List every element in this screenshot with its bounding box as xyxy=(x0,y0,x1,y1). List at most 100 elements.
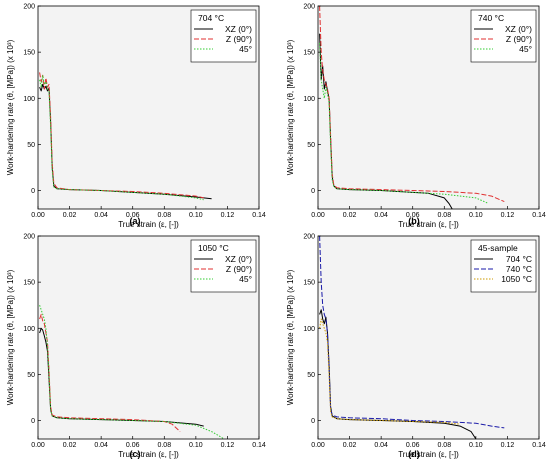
y-axis-label: Work-hardening rate (θ, [MPa]) (x 10³) xyxy=(6,269,15,405)
legend-entry: Z (90°) xyxy=(226,34,252,44)
legend: 1050 °CXZ (0°)Z (90°)45° xyxy=(190,239,257,293)
series-line-3 xyxy=(39,305,225,440)
x-tick-label: 0.12 xyxy=(221,442,235,449)
x-tick-label: 0.14 xyxy=(532,212,546,219)
y-tick-label: 0 xyxy=(311,188,315,195)
y-tick-label: 0 xyxy=(31,188,35,195)
x-tick-label: 0.02 xyxy=(343,212,357,219)
x-tick-label: 0.12 xyxy=(501,212,515,219)
x-tick-label: 0.06 xyxy=(406,442,420,449)
y-tick-label: 150 xyxy=(303,280,315,287)
series-line-3 xyxy=(319,42,489,204)
legend-entry: 740 °C xyxy=(506,264,532,274)
legend-entry: XZ (0°) xyxy=(225,254,252,264)
x-tick-label: 0.04 xyxy=(94,212,108,219)
chart-panel-b: 0.00 0.02 0.04 0.06 0.08 0.10 0.12 0.14 0 50 100 15… xyxy=(286,4,546,230)
x-tick-label: 0.04 xyxy=(374,212,388,219)
y-tick-label: 200 xyxy=(303,4,315,11)
chart-panel-d: 0.00 0.02 0.04 0.06 0.08 0.10 0.12 0.14 0 50 100 15… xyxy=(286,234,546,460)
x-tick-label: 0.10 xyxy=(189,442,203,449)
y-tick-label: 150 xyxy=(23,280,35,287)
chart-panel-a: 0.00 0.02 0.04 0.06 0.08 0.10 0.12 0.14 0 50 100 15… xyxy=(6,4,266,230)
legend-entry: XZ (0°) xyxy=(505,24,532,34)
y-tick-label: 0 xyxy=(311,418,315,425)
x-tick-label: 0.12 xyxy=(501,442,515,449)
y-tick-label: 150 xyxy=(23,50,35,57)
legend-box xyxy=(470,9,537,63)
y-tick-label: 200 xyxy=(23,234,35,241)
y-tick-label: 150 xyxy=(303,50,315,57)
x-tick-label: 0.06 xyxy=(126,442,140,449)
legend-box xyxy=(190,9,257,63)
legend-entry: 704 °C xyxy=(506,254,532,264)
legend-entry: XZ (0°) xyxy=(225,24,252,34)
y-tick-label: 0 xyxy=(31,418,35,425)
x-tick-label: 0.14 xyxy=(252,212,266,219)
plot-frame xyxy=(37,5,260,210)
x-tick-label: 0.06 xyxy=(126,212,140,219)
x-tick-label: 0.10 xyxy=(469,442,483,449)
legend-entry: Z (90°) xyxy=(506,34,532,44)
legend-title: 1050 °C xyxy=(198,243,229,253)
x-tick-label: 0.14 xyxy=(252,442,266,449)
x-tick-label: 0.04 xyxy=(94,442,108,449)
x-tick-label: 0.00 xyxy=(311,212,325,219)
panel-label: (d) xyxy=(408,449,420,459)
x-tick-label: 0.02 xyxy=(63,442,77,449)
legend-title: 704 °C xyxy=(198,13,224,23)
legend-entry: Z (90°) xyxy=(226,264,252,274)
x-axis-label: True strain (ε, [-]) xyxy=(398,220,459,229)
legend: 704 °CXZ (0°)Z (90°)45° xyxy=(190,9,257,63)
plot-frame xyxy=(317,5,540,210)
legend-title: 740 °C xyxy=(478,13,504,23)
x-axis-label: True strain (ε, [-]) xyxy=(118,450,179,459)
legend-entry: 45° xyxy=(239,44,252,54)
y-tick-label: 100 xyxy=(303,326,315,333)
y-tick-label: 50 xyxy=(307,372,315,379)
legend-box xyxy=(190,239,257,293)
plot-frame xyxy=(317,235,540,440)
x-tick-label: 0.00 xyxy=(31,212,45,219)
y-tick-label: 50 xyxy=(27,142,35,149)
panel-label: (a) xyxy=(130,216,141,226)
legend-entry: 45° xyxy=(239,274,252,284)
x-tick-label: 0.08 xyxy=(157,212,171,219)
plot-frame xyxy=(37,235,260,440)
legend-box xyxy=(470,239,537,293)
x-axis-label: True strain (ε, [-]) xyxy=(118,220,179,229)
x-tick-label: 0.02 xyxy=(343,442,357,449)
y-axis-label: Work-hardening rate (θ, [MPa]) (x 10³) xyxy=(286,269,295,405)
x-tick-label: 0.02 xyxy=(63,212,77,219)
series-line-2 xyxy=(319,5,505,203)
chart-panel-c: 0.00 0.02 0.04 0.06 0.08 0.10 0.12 0.14 0 50 100 15… xyxy=(6,234,266,460)
y-tick-label: 100 xyxy=(23,326,35,333)
panel-label: (c) xyxy=(130,449,141,459)
y-tick-label: 100 xyxy=(303,96,315,103)
series-line-2 xyxy=(319,235,505,429)
x-tick-label: 0.10 xyxy=(469,212,483,219)
y-tick-label: 100 xyxy=(23,96,35,103)
legend-title: 45-sample xyxy=(478,243,518,253)
legend-entry: 1050 °C xyxy=(501,274,532,284)
x-tick-label: 0.08 xyxy=(437,212,451,219)
series-line-3 xyxy=(319,318,461,425)
y-tick-label: 200 xyxy=(23,4,35,11)
y-tick-label: 50 xyxy=(307,142,315,149)
x-tick-label: 0.00 xyxy=(311,442,325,449)
x-tick-label: 0.08 xyxy=(437,442,451,449)
series-line-2 xyxy=(39,313,181,432)
y-axis-label: Work-hardening rate (θ, [MPa]) (x 10³) xyxy=(286,39,295,175)
panel-label: (b) xyxy=(408,216,420,226)
series-line-3 xyxy=(39,74,204,201)
x-tick-label: 0.04 xyxy=(374,442,388,449)
series-line-1 xyxy=(319,309,477,440)
x-tick-label: 0.00 xyxy=(31,442,45,449)
x-tick-label: 0.12 xyxy=(221,212,235,219)
legend: 740 °CXZ (0°)Z (90°)45° xyxy=(470,9,537,63)
series-line-2 xyxy=(39,72,204,199)
x-axis-label: True strain (ε, [-]) xyxy=(398,450,459,459)
x-tick-label: 0.10 xyxy=(189,212,203,219)
y-tick-label: 50 xyxy=(27,372,35,379)
